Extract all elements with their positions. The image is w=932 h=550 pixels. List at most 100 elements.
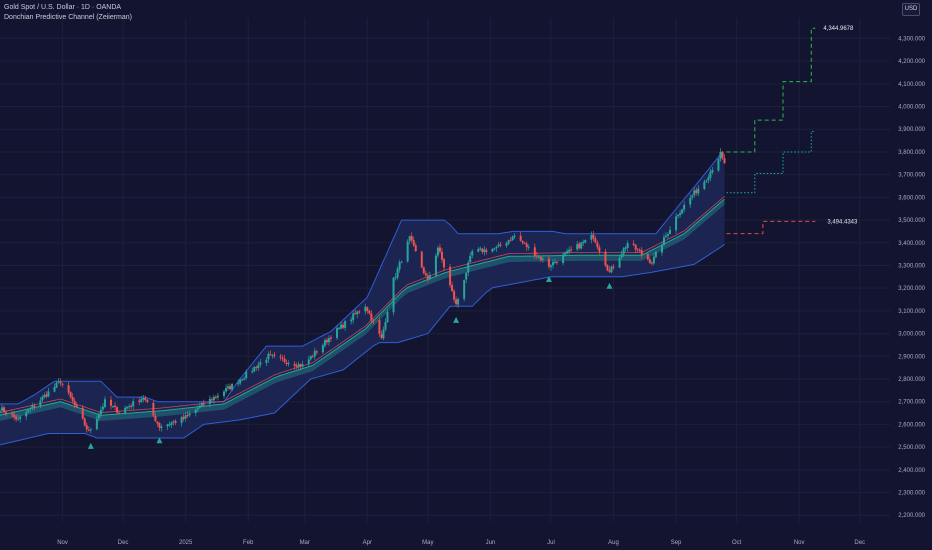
candle-body	[491, 249, 494, 252]
currency-button[interactable]: USD	[902, 3, 920, 16]
candle-body	[689, 197, 692, 205]
price-tick-label: 3,200.000	[898, 286, 925, 292]
candle-body	[511, 236, 514, 240]
candle-body	[414, 245, 417, 252]
candle-body	[707, 177, 710, 181]
candle-body	[344, 321, 347, 328]
candle-body	[675, 216, 678, 231]
candle-body	[660, 245, 663, 253]
price-tick-label: 2,800.000	[898, 377, 925, 383]
projection-lower-line	[726, 220, 816, 235]
candle-body	[481, 248, 484, 253]
candle-body	[509, 240, 512, 242]
candle-body	[519, 235, 522, 241]
candle-body	[721, 151, 724, 158]
candle-body	[582, 242, 585, 244]
candle-body	[33, 405, 36, 407]
buy-signal-icon	[87, 442, 94, 449]
candle-body	[705, 180, 708, 182]
time-tick-label: Jul	[547, 540, 555, 546]
candle-body	[662, 237, 665, 245]
candle-body	[279, 356, 282, 358]
candle-body	[570, 249, 573, 251]
price-tick-label: 3,600.000	[898, 195, 925, 201]
time-tick-label: Nov	[57, 540, 68, 546]
price-tick-label: 4,100.000	[898, 82, 925, 88]
candle-body	[521, 241, 524, 243]
candle-body	[539, 256, 542, 261]
candle-body	[358, 311, 361, 313]
candle-body	[156, 421, 159, 424]
candle-body	[225, 388, 228, 392]
candle-body	[493, 248, 496, 250]
candle-body	[624, 247, 627, 249]
candle-body	[160, 426, 163, 429]
time-tick-label: Feb	[243, 540, 254, 546]
candle-body	[255, 367, 258, 369]
candle-body	[109, 399, 112, 406]
time-tick-label: Dec	[854, 540, 865, 546]
candle-body	[75, 404, 78, 408]
candle-body	[426, 275, 429, 280]
candle-body	[269, 354, 272, 356]
candle-body	[69, 392, 72, 398]
candle-body	[325, 339, 328, 343]
candle-body	[172, 421, 175, 423]
candle-body	[384, 322, 387, 330]
candle-body	[378, 320, 381, 334]
candle-body	[352, 313, 355, 321]
candle-body	[612, 266, 615, 268]
candle-body	[525, 243, 528, 248]
candle-body	[194, 409, 197, 414]
candle-body	[265, 359, 268, 363]
candle-body	[89, 429, 92, 431]
candle-body	[152, 402, 155, 416]
price-tick-label: 3,400.000	[898, 241, 925, 247]
candle-body	[83, 418, 86, 426]
candle-body	[15, 416, 18, 420]
candle-body	[237, 383, 240, 385]
candle-body	[97, 414, 100, 419]
candle-body	[301, 364, 304, 367]
candle-body	[307, 359, 310, 365]
candle-body	[495, 246, 498, 249]
price-tick-label: 2,400.000	[898, 468, 925, 474]
candle-body	[477, 248, 480, 252]
candle-body	[336, 328, 339, 338]
candle-body	[61, 383, 64, 385]
candle-body	[47, 391, 50, 397]
time-axis[interactable]: Nov Dec 2025 Feb Mar Apr May Jun Jul Aug Sep Oct Nov…	[57, 540, 865, 546]
candle-body	[410, 235, 413, 241]
candle-body	[669, 229, 672, 234]
candle-body	[309, 356, 312, 360]
projection: 4,344.9678 3,494.4343	[726, 26, 858, 235]
candle-body	[553, 261, 556, 263]
time-tick-label: Dec	[118, 540, 129, 546]
candle-body	[43, 395, 46, 398]
candle-body	[408, 236, 411, 241]
candle-body	[85, 425, 88, 430]
candle-body	[251, 370, 254, 373]
candle-body	[681, 209, 684, 214]
price-tick-label: 3,900.000	[898, 127, 925, 133]
candle-body	[703, 181, 706, 189]
candle-body	[632, 243, 635, 245]
candle-body	[626, 242, 629, 249]
candle-body	[497, 244, 500, 247]
candle-body	[471, 251, 474, 256]
candle-body	[398, 262, 401, 270]
candle-body	[271, 355, 274, 357]
price-axis[interactable]: 2,200.000 2,300.000 2,400.000 2,500.000 2,60…	[898, 36, 925, 519]
candle-body	[87, 429, 90, 431]
candle-body	[223, 391, 226, 397]
candle-body	[370, 313, 373, 321]
candle-body	[0, 411, 1, 413]
candle-body	[648, 259, 651, 263]
candle-body	[568, 249, 571, 252]
candle-body	[436, 247, 439, 256]
candle-body	[394, 276, 397, 279]
channel-fill	[0, 154, 725, 445]
candle-body	[422, 267, 425, 274]
price-tick-label: 2,700.000	[898, 400, 925, 406]
